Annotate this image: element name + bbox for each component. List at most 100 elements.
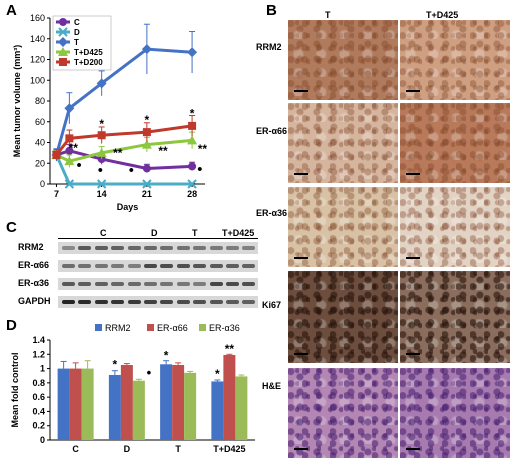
- blot-band: [226, 300, 239, 304]
- blot-band: [127, 282, 141, 286]
- blot-band: [193, 300, 207, 304]
- blot-band: [94, 264, 108, 268]
- data-point: [58, 47, 68, 56]
- blot-divider: [58, 238, 258, 239]
- blot-band: [111, 282, 125, 286]
- blot-band: [160, 300, 174, 304]
- legend-swatch: [147, 324, 154, 331]
- blot-band: [242, 282, 256, 286]
- x-tick-label: T+D425: [213, 444, 245, 454]
- blot-row-label: ER-α36: [18, 278, 50, 288]
- blot-band: [62, 246, 75, 250]
- y-axis-label: Mean fold control: [10, 353, 20, 428]
- data-point: [64, 103, 75, 114]
- blot-band: [176, 246, 190, 250]
- blot-band: [94, 282, 108, 286]
- ihc-image-tile: [400, 368, 510, 458]
- scale-bar: [294, 173, 308, 175]
- data-point: [59, 58, 67, 66]
- x-axis-label: Days: [117, 202, 139, 212]
- data-point: [64, 156, 75, 166]
- blot-row-label: ER-α66: [18, 260, 50, 270]
- y-tick-label: 1.2: [32, 349, 45, 359]
- data-point: [188, 162, 197, 171]
- scale-bar: [406, 257, 420, 259]
- significance-mark: **: [225, 342, 235, 356]
- bar: [120, 365, 133, 440]
- bar: [57, 368, 70, 440]
- blot-band: [144, 282, 157, 286]
- blot-band: [144, 264, 157, 268]
- significance-mark: *: [99, 117, 104, 131]
- blot-band: [160, 282, 174, 286]
- significance-mark: *: [164, 348, 169, 362]
- ihc-image-tile: [288, 103, 398, 183]
- x-tick-label: 7: [54, 189, 59, 199]
- legend-entry: D: [74, 28, 80, 37]
- bar: [81, 368, 94, 440]
- blot-band: [242, 246, 256, 250]
- legend-swatch: [199, 324, 206, 331]
- blot-band: [78, 246, 92, 250]
- blot-band: [78, 264, 92, 268]
- significance-mark: •: [98, 162, 103, 178]
- blot-band: [111, 246, 125, 250]
- legend-entry: ER-α36: [209, 323, 240, 333]
- blot-row-label: GAPDH: [18, 296, 51, 306]
- ihc-column-label: T+D425: [426, 10, 459, 20]
- data-point: [142, 128, 151, 137]
- blot-band: [209, 264, 223, 268]
- data-point: [59, 18, 67, 26]
- blot-band: [176, 300, 190, 304]
- scale-bar: [294, 90, 308, 92]
- significance-mark: **: [113, 146, 123, 160]
- ihc-image-tile: [288, 20, 398, 100]
- y-axis-label: Mean tumor volume (mm³): [12, 45, 22, 158]
- data-point: [97, 131, 106, 140]
- legend-entry: T+D425: [74, 48, 103, 57]
- ihc-image-tile: [288, 368, 398, 458]
- data-point: [96, 179, 107, 189]
- significance-mark: •: [77, 156, 82, 172]
- y-tick-label: 1: [40, 364, 45, 374]
- blot-band: [144, 300, 157, 304]
- blot-band: [94, 246, 108, 250]
- scale-bar: [406, 353, 420, 355]
- significance-mark: *: [113, 358, 118, 372]
- bar: [132, 380, 145, 440]
- panel-label-a: A: [6, 2, 17, 19]
- x-tick-label: 14: [97, 189, 107, 199]
- legend-entry: T+D200: [74, 58, 103, 67]
- data-point: [141, 139, 152, 149]
- bar: [223, 355, 236, 440]
- blot-strip: [58, 296, 258, 308]
- bar: [160, 364, 173, 440]
- panel-label-c: C: [6, 219, 17, 236]
- data-point: [58, 27, 68, 37]
- legend-swatch: [95, 324, 102, 331]
- blot-band: [62, 282, 75, 286]
- significance-mark: **: [198, 142, 208, 156]
- ihc-row-label: H&E: [262, 381, 282, 391]
- panel-label-d: D: [6, 317, 17, 334]
- y-tick-label: 60: [35, 117, 45, 127]
- x-tick-label: 21: [142, 189, 152, 199]
- blot-band: [94, 300, 108, 304]
- data-point: [141, 44, 152, 55]
- blot-band: [160, 246, 174, 250]
- data-point: [187, 179, 197, 189]
- significance-mark: *: [145, 113, 150, 127]
- blot-row-label: RRM2: [18, 242, 44, 252]
- data-point: [65, 134, 74, 143]
- ihc-image-tile: [400, 187, 510, 267]
- x-tick-label: D: [124, 444, 131, 454]
- blot-band: [226, 246, 239, 250]
- scale-bar: [294, 353, 308, 355]
- y-tick-label: 140: [30, 34, 45, 44]
- significance-mark: **: [69, 141, 79, 155]
- ihc-image-tile: [288, 271, 398, 363]
- tumor-volume-chart: 0 20 40 60 80 100 120 140 160 7 14 21 28 Days Mean tum…: [12, 13, 208, 212]
- scale-bar: [406, 173, 420, 175]
- blot-band: [176, 264, 190, 268]
- significance-mark: •: [129, 162, 134, 178]
